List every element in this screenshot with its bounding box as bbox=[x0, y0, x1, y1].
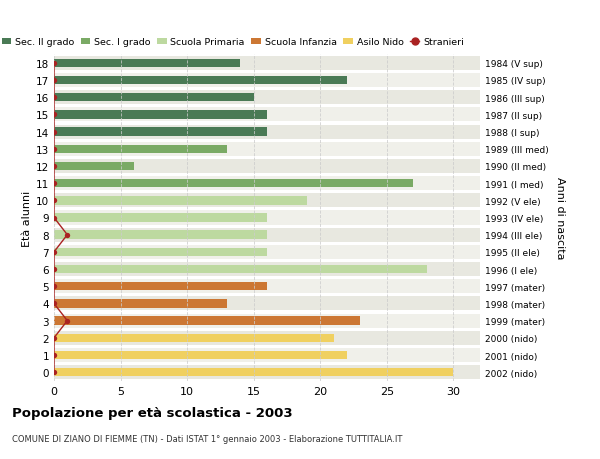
Bar bbox=[54, 91, 480, 105]
Bar bbox=[54, 368, 454, 377]
Point bbox=[49, 180, 59, 187]
Bar bbox=[54, 194, 480, 208]
Bar bbox=[54, 331, 480, 345]
Bar bbox=[54, 300, 227, 308]
Bar bbox=[54, 108, 480, 122]
Point bbox=[49, 77, 59, 84]
Point bbox=[49, 94, 59, 101]
Bar bbox=[54, 160, 480, 174]
Point bbox=[62, 231, 72, 239]
Bar bbox=[54, 179, 413, 188]
Bar bbox=[54, 231, 267, 240]
Bar bbox=[54, 334, 334, 342]
Bar bbox=[54, 280, 480, 294]
Bar bbox=[54, 228, 480, 242]
Point bbox=[49, 129, 59, 136]
Bar bbox=[54, 214, 267, 222]
Point bbox=[49, 283, 59, 290]
Bar bbox=[54, 248, 267, 257]
Bar bbox=[54, 177, 480, 191]
Bar bbox=[54, 351, 347, 359]
Bar bbox=[54, 56, 480, 71]
Bar bbox=[54, 348, 480, 362]
Point bbox=[49, 214, 59, 222]
Bar bbox=[54, 162, 134, 171]
Bar bbox=[54, 111, 267, 119]
Point bbox=[49, 335, 59, 342]
Bar bbox=[54, 94, 254, 102]
Bar bbox=[54, 265, 427, 274]
Bar bbox=[54, 365, 480, 380]
Point bbox=[49, 146, 59, 153]
Bar bbox=[54, 314, 480, 328]
Bar bbox=[54, 245, 480, 259]
Y-axis label: Età alunni: Età alunni bbox=[22, 190, 32, 246]
Point bbox=[49, 112, 59, 119]
Bar bbox=[54, 263, 480, 276]
Bar bbox=[54, 282, 267, 291]
Point bbox=[49, 60, 59, 67]
Bar bbox=[54, 128, 267, 136]
Text: COMUNE DI ZIANO DI FIEMME (TN) - Dati ISTAT 1° gennaio 2003 - Elaborazione TUTTI: COMUNE DI ZIANO DI FIEMME (TN) - Dati IS… bbox=[12, 434, 403, 443]
Bar bbox=[54, 59, 241, 68]
Y-axis label: Anni di nascita: Anni di nascita bbox=[555, 177, 565, 259]
Bar bbox=[54, 125, 480, 139]
Point bbox=[49, 249, 59, 256]
Bar bbox=[54, 297, 480, 311]
Point bbox=[49, 163, 59, 170]
Point bbox=[49, 369, 59, 376]
Bar bbox=[54, 142, 480, 157]
Bar bbox=[54, 74, 480, 88]
Bar bbox=[54, 145, 227, 154]
Bar bbox=[54, 77, 347, 85]
Point bbox=[62, 317, 72, 325]
Bar bbox=[54, 196, 307, 205]
Text: Popolazione per età scolastica - 2003: Popolazione per età scolastica - 2003 bbox=[12, 406, 293, 419]
Legend: Sec. II grado, Sec. I grado, Scuola Primaria, Scuola Infanzia, Asilo Nido, Stran: Sec. II grado, Sec. I grado, Scuola Prim… bbox=[2, 38, 464, 47]
Point bbox=[49, 300, 59, 308]
Point bbox=[49, 197, 59, 205]
Bar bbox=[54, 211, 480, 225]
Point bbox=[49, 352, 59, 359]
Bar bbox=[54, 317, 360, 325]
Point bbox=[49, 266, 59, 273]
